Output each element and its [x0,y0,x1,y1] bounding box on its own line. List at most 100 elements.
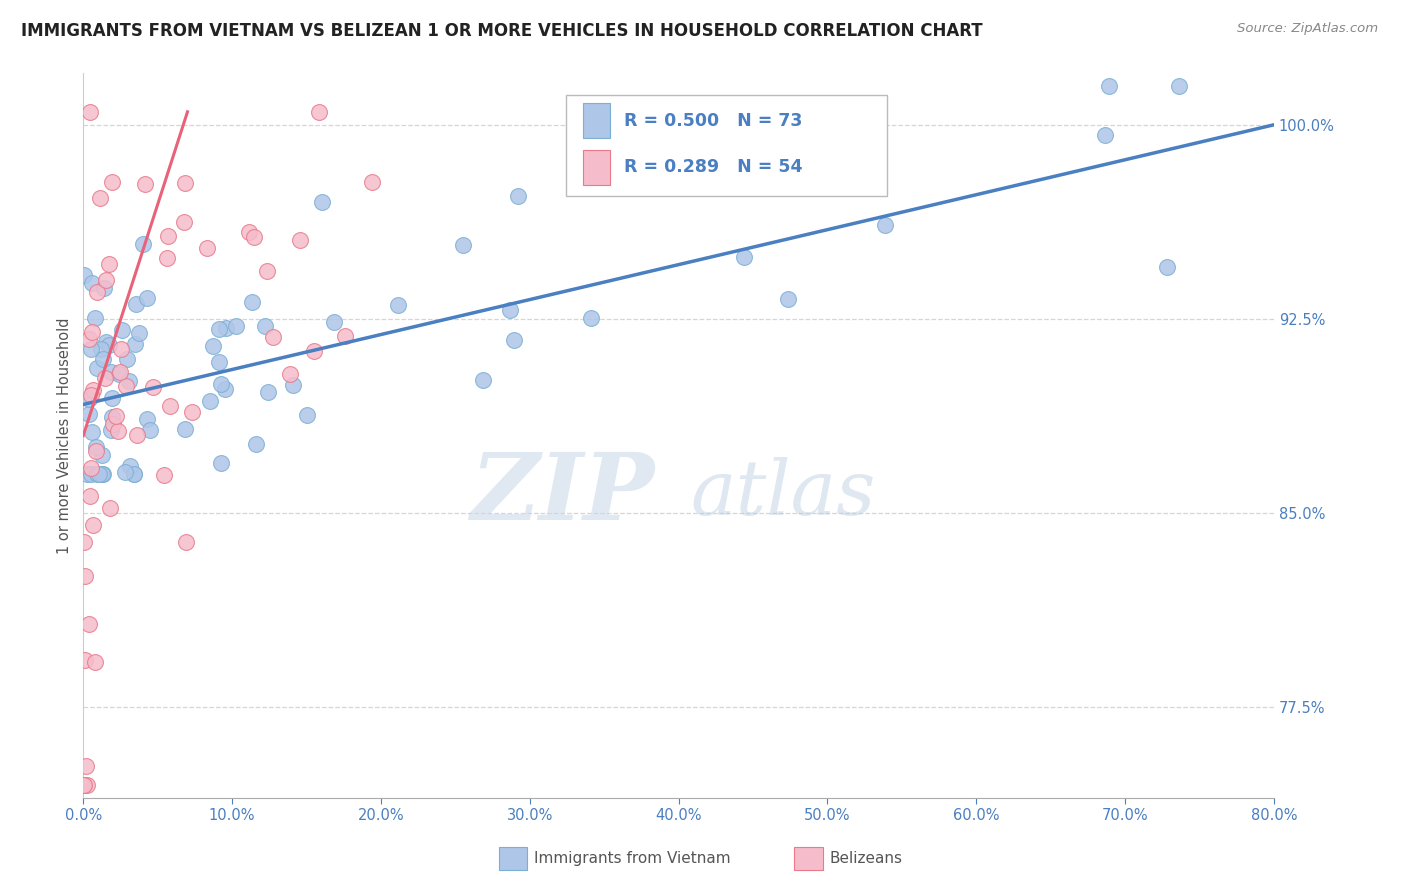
Point [90,342,112,356]
Point [110,365,132,379]
Point [118,374,141,388]
Point [82,425,104,439]
Point [262,330,284,344]
Point [73,268,96,283]
Point [89,191,111,205]
Point [101,417,124,431]
Point [733,250,755,264]
Point [506,189,529,203]
Point [1167,78,1189,93]
Point [114,379,136,393]
Point [499,302,522,317]
Point [238,225,260,239]
Point [86,443,108,458]
Point [91,467,114,482]
Point [90,448,112,462]
Point [76,778,98,792]
Point [156,251,179,265]
Point [180,405,202,419]
Text: IMMIGRANTS FROM VIETNAM VS BELIZEAN 1 OR MORE VEHICLES IN HOUSEHOLD CORRELATION : IMMIGRANTS FROM VIETNAM VS BELIZEAN 1 OR… [21,22,983,40]
Point [471,373,494,387]
Point [502,333,524,347]
Point [90,467,112,482]
Point [257,384,280,399]
Point [288,233,311,247]
Point [195,241,218,255]
Point [201,339,224,353]
Point [245,437,267,451]
Point [84,311,107,326]
Point [80,342,103,356]
Point [98,500,121,515]
Point [302,344,325,359]
Point [240,295,263,310]
Point [125,296,148,310]
Point [1156,260,1178,275]
Text: R = 0.289   N = 54: R = 0.289 N = 54 [624,158,803,177]
Point [77,617,100,632]
Point [104,409,127,424]
Point [82,517,104,532]
Point [173,422,195,436]
FancyBboxPatch shape [583,103,610,138]
Point [209,376,232,391]
Point [100,410,122,425]
Point [225,319,247,334]
Point [215,321,238,335]
Point [80,326,103,340]
Point [79,332,101,346]
Point [387,298,409,312]
Point [118,458,141,473]
Point [173,176,195,190]
Point [114,465,136,479]
Text: Source: ZipAtlas.com: Source: ZipAtlas.com [1237,22,1378,36]
Point [281,378,304,392]
Point [94,371,117,385]
Point [93,281,115,295]
Point [77,407,100,421]
Point [256,263,278,277]
Point [96,273,118,287]
Point [200,393,222,408]
Point [89,467,111,482]
Point [153,468,176,483]
Point [209,456,232,470]
Point [124,467,146,482]
Bar [499,847,527,870]
Bar [794,847,823,870]
Point [72,778,94,792]
Point [139,423,162,437]
Point [108,367,131,381]
Point [115,351,138,366]
Point [156,229,179,244]
Point [311,195,333,210]
Point [98,257,121,271]
Point [101,392,124,406]
Point [73,778,96,792]
Point [125,428,148,442]
Point [79,104,101,119]
Point [72,778,94,792]
Point [82,277,104,291]
Point [80,461,103,475]
Text: Immigrants from Vietnam: Immigrants from Vietnam [534,852,731,866]
Point [173,215,195,229]
Point [84,440,107,454]
Text: Belizeans: Belizeans [830,852,903,866]
Point [208,355,231,369]
Point [142,380,165,394]
Point [243,229,266,244]
Point [75,653,97,667]
Point [124,336,146,351]
Point [451,238,474,252]
Point [875,218,897,232]
Point [308,104,330,119]
Point [579,311,602,326]
Point [174,534,197,549]
Point [100,175,122,189]
Point [1098,78,1121,93]
Point [77,392,100,406]
Point [135,411,157,425]
Point [91,352,114,367]
Point [128,326,150,341]
